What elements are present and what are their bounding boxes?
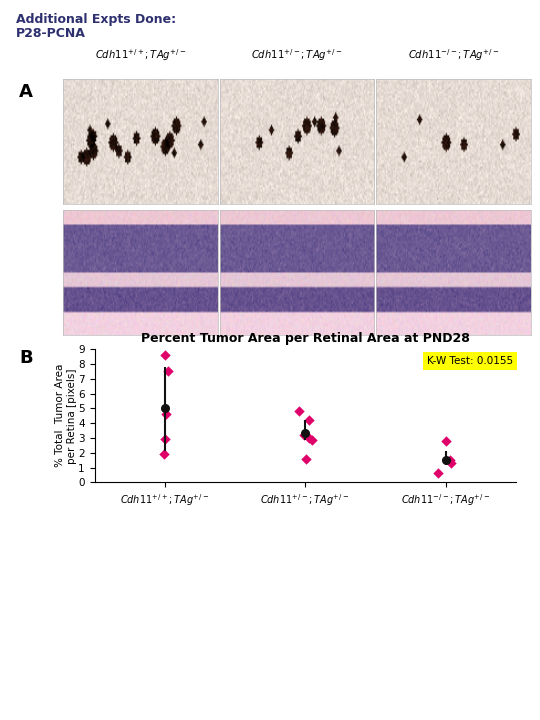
- Point: [161, 433, 170, 445]
- Point: [300, 429, 308, 441]
- Text: $\mathit{Cdh11^{+/-}; TAg^{+/-}}$: $\mathit{Cdh11^{+/-}; TAg^{+/-}}$: [251, 47, 343, 63]
- Text: $\mathit{Cdh11^{+/+}; TAg^{+/-}}$: $\mathit{Cdh11^{+/+}; TAg^{+/-}}$: [94, 47, 186, 63]
- Title: Percent Tumor Area per Retinal Area at PND28: Percent Tumor Area per Retinal Area at P…: [140, 332, 470, 346]
- Point: [304, 432, 313, 444]
- Point: [159, 449, 168, 460]
- Text: B: B: [19, 349, 32, 367]
- Text: K-W Test: 0.0155: K-W Test: 0.0155: [427, 356, 513, 366]
- Text: $\mathit{Cdh11^{-/-}; TAg^{+/-}}$: $\mathit{Cdh11^{-/-}; TAg^{+/-}}$: [408, 47, 500, 63]
- Point: [305, 415, 314, 426]
- Point: [162, 408, 171, 420]
- Point: [294, 405, 303, 417]
- Point: [301, 453, 310, 464]
- Point: [434, 467, 442, 479]
- Text: P28-PCNA: P28-PCNA: [16, 27, 86, 40]
- Point: [441, 435, 450, 446]
- Text: Additional Expts Done:: Additional Expts Done:: [16, 13, 177, 26]
- Point: [164, 366, 172, 377]
- Point: [447, 457, 456, 469]
- Y-axis label: % Total  Tumor Area
per Retina [pixels]: % Total Tumor Area per Retina [pixels]: [55, 364, 77, 467]
- Text: A: A: [19, 83, 33, 101]
- Point: [446, 454, 454, 466]
- Point: [161, 349, 170, 361]
- Point: [308, 434, 317, 446]
